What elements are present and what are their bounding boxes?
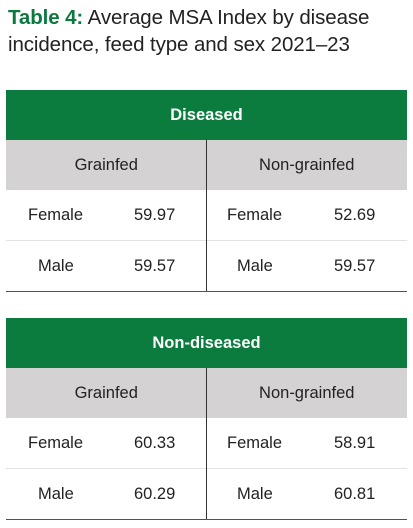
non-grainfed-msa-index: 60.81 (334, 484, 376, 503)
non-grainfed-msa-index: 59.57 (334, 256, 376, 275)
table-row-female: Female 59.97 Female 52.69 (6, 190, 407, 241)
table-grid: Grainfed Non-grainfed Female 59.97 Femal… (6, 140, 407, 291)
grainfed-msa-index: 59.57 (134, 256, 176, 275)
grainfed-sex: Female (28, 205, 84, 224)
table-header: Non-diseased (6, 318, 407, 368)
non-grainfed-sex: Male (237, 256, 273, 275)
subheader-row: Grainfed Non-grainfed (6, 368, 407, 418)
non-grainfed-sex: Female (227, 433, 283, 452)
grainfed-header: Grainfed (74, 383, 138, 402)
grainfed-sex: Female (28, 433, 84, 452)
non-grainfed-header: Non-grainfed (259, 383, 355, 402)
table-row-male: Male 60.29 Male 60.81 (6, 469, 407, 519)
grainfed-header: Grainfed (74, 155, 138, 174)
grainfed-sex: Male (38, 484, 74, 503)
table-title: Average MSA Index by disease incidence, … (8, 6, 370, 56)
non-grainfed-sex: Female (227, 205, 283, 224)
grainfed-msa-index: 59.97 (134, 205, 176, 224)
non-grainfed-msa-index: 52.69 (334, 205, 376, 224)
table-number: Table 4: (8, 6, 84, 29)
non-diseased-table: Non-diseased Grainfed Non-grainfed Femal… (6, 318, 407, 520)
subheader-row: Grainfed Non-grainfed (6, 140, 407, 190)
grainfed-msa-index: 60.29 (134, 484, 176, 503)
non-grainfed-sex: Male (237, 484, 273, 503)
grainfed-msa-index: 60.33 (134, 433, 176, 452)
non-grainfed-msa-index: 58.91 (334, 433, 376, 452)
non-grainfed-header: Non-grainfed (259, 155, 355, 174)
table-grid: Grainfed Non-grainfed Female 60.33 Femal… (6, 368, 407, 519)
table-row-male: Male 59.57 Male 59.57 (6, 241, 407, 291)
grainfed-sex: Male (38, 256, 74, 275)
diseased-table: Diseased Grainfed Non-grainfed Female 59… (6, 90, 407, 292)
table-header: Diseased (6, 90, 407, 140)
table-row-female: Female 60.33 Female 58.91 (6, 418, 407, 469)
table-caption: Table 4: Average MSA Index by disease in… (8, 4, 408, 58)
